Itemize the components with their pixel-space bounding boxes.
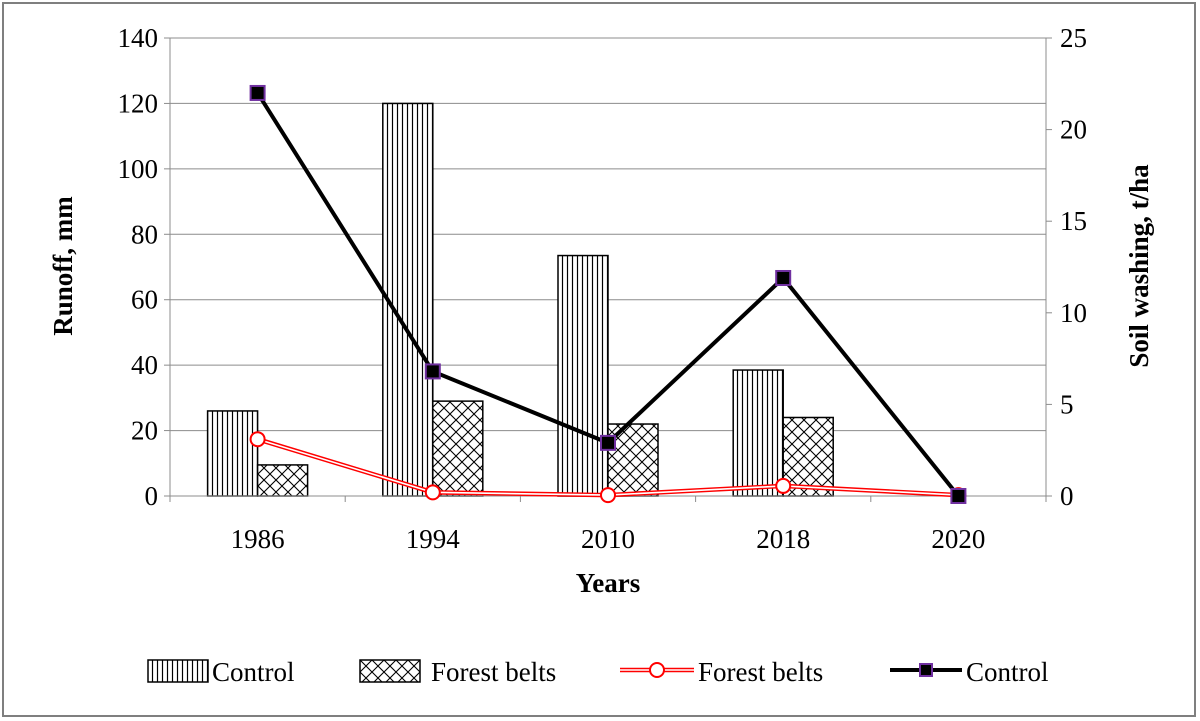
bars-group	[206, 102, 834, 497]
x-tick-label: 2010	[581, 524, 635, 554]
y2-tick-label: 10	[1060, 298, 1087, 328]
y-tick-label: 100	[118, 154, 159, 184]
gridlines	[170, 37, 1046, 432]
y-tick-label: 20	[131, 416, 158, 446]
bar-control	[206, 410, 259, 497]
point-control	[950, 488, 967, 504]
point-forest-belts	[775, 477, 792, 494]
legend-label-forest-belts-bars: Forest belts	[431, 657, 556, 687]
y2-tick-label: 0	[1060, 481, 1074, 511]
point-control	[249, 84, 266, 101]
legend-marker-control	[919, 663, 933, 677]
y2-tick-label: 5	[1060, 389, 1074, 419]
y-tick-label: 140	[118, 23, 159, 53]
y2-axis-title: Soil washing, t/ha	[1124, 164, 1154, 368]
bar-forest-belts	[432, 400, 484, 497]
x-axis-title: Years	[576, 568, 640, 598]
x-tick-label: 1994	[406, 524, 461, 554]
legend: Control Forest belts Forest belts Contro…	[147, 657, 1049, 687]
bar-control	[732, 369, 784, 497]
legend-label-control-bars: Control	[212, 657, 295, 687]
point-control	[600, 434, 616, 451]
y-tick-label: 60	[131, 285, 158, 315]
y-axis-title: Runoff, mm	[48, 196, 78, 336]
point-forest-belts	[249, 431, 266, 448]
point-control	[775, 269, 792, 286]
legend-swatch-control-bars	[147, 659, 209, 683]
bar-control	[382, 102, 434, 497]
point-forest-belts	[424, 484, 441, 501]
y2-tick-label: 15	[1060, 206, 1087, 236]
tick-labels-group: 0 20 40 60 80 100 120 140 0 5 10 15 20 25 1986 1994 2010…	[118, 23, 1088, 554]
y-tick-label: 80	[131, 219, 158, 249]
y-tick-label: 120	[118, 88, 159, 118]
y2-tick-label: 25	[1060, 23, 1087, 53]
x-tick-label: 2020	[931, 524, 985, 554]
y-tick-label: 0	[145, 481, 159, 511]
y2-tick-label: 20	[1060, 115, 1087, 145]
x-tick-label: 2018	[756, 524, 810, 554]
legend-swatch-forest-belts-bars	[359, 659, 421, 683]
point-forest-belts	[600, 487, 616, 504]
bar-control	[557, 254, 609, 497]
lines-group	[249, 84, 967, 504]
y-tick-label: 40	[131, 350, 158, 380]
x-tick-label: 1986	[231, 524, 285, 554]
legend-label-control-line: Control	[966, 657, 1049, 687]
bar-forest-belts	[256, 464, 309, 497]
legend-label-forest-belts-line: Forest belts	[698, 657, 823, 687]
point-control	[424, 363, 441, 380]
legend-marker-forest-belts	[649, 662, 665, 678]
